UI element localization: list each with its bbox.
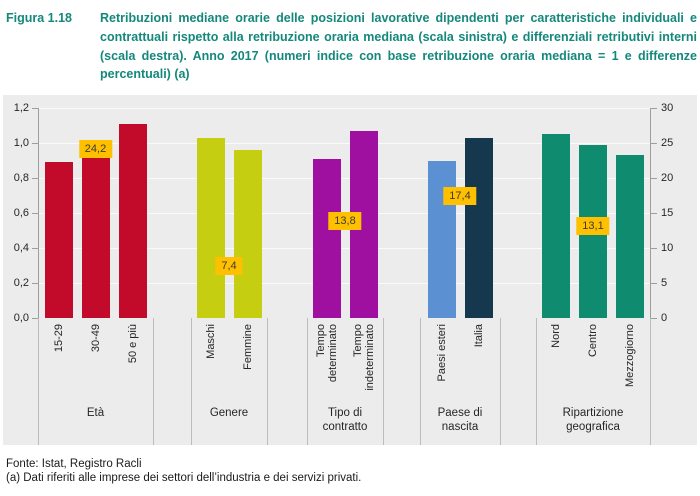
- left-axis-tick: [32, 248, 38, 249]
- right-axis-tick: [651, 248, 657, 249]
- left-axis-tick: [32, 108, 38, 109]
- gridline: [38, 177, 650, 179]
- bar-nord: [542, 134, 570, 318]
- right-axis-tick-label: 10: [661, 242, 674, 254]
- right-axis-line: [650, 108, 651, 445]
- category-label-50-e-pi: 50 e più: [126, 324, 139, 364]
- category-separator: [191, 318, 192, 445]
- gridline: [38, 247, 650, 249]
- right-axis-tick: [651, 178, 657, 179]
- bar-50-e-pi: [118, 123, 147, 318]
- left-axis-tick: [32, 213, 38, 214]
- gridline: [38, 107, 650, 109]
- diff-badge-et: 24,2: [78, 139, 113, 158]
- source-line: Fonte: Istat, Registro Racli: [6, 458, 142, 470]
- group-label-tipo-di-contratto: Tipo di contratto: [322, 407, 368, 433]
- right-axis-tick: [651, 318, 657, 319]
- right-axis-tick: [651, 143, 657, 144]
- gridline: [38, 282, 650, 284]
- left-axis-tick: [32, 283, 38, 284]
- left-axis-tick-label: 1,0: [13, 137, 29, 149]
- category-separator: [650, 318, 651, 445]
- bar-mezzogiorno: [616, 155, 644, 318]
- category-label-30-49: 30-49: [89, 324, 102, 353]
- bar-tempo-determinato: [312, 158, 341, 318]
- left-axis-line: [38, 108, 39, 445]
- bar-chart: 0,0 0,2 0,4 0,6 0,8 1,0 1,2 0 5 10 15 20 25 30 15-29 30…: [3, 95, 697, 445]
- figure-number: Figura 1.18: [6, 11, 72, 25]
- group-label-genere: Genere: [209, 407, 249, 419]
- left-axis-tick: [32, 318, 38, 319]
- left-axis-tick-label: 1,2: [13, 102, 29, 114]
- left-axis-tick-label: 0,4: [13, 242, 29, 254]
- right-axis-tick-label: 5: [661, 277, 668, 289]
- left-axis-tick-label: 0,6: [13, 207, 29, 219]
- right-axis-tick: [651, 283, 657, 284]
- category-label-15-29: 15-29: [52, 324, 65, 353]
- category-separator: [153, 318, 154, 445]
- right-axis-tick: [651, 108, 657, 109]
- left-axis-tick-label: 0,8: [13, 172, 29, 184]
- category-label-nord: Nord: [550, 324, 562, 348]
- group-label-et: Età: [86, 407, 105, 419]
- bar-30-49: [81, 139, 110, 318]
- diff-badge-paese-di-nascita: 17,4: [443, 187, 477, 206]
- left-axis-tick: [32, 143, 38, 144]
- category-label-centro: Centro: [587, 324, 599, 358]
- category-label-femmine: Femmine: [241, 324, 254, 370]
- category-label-mezzogiorno: Mezzogiorno: [624, 324, 636, 387]
- left-axis-tick-label: 0,0: [13, 312, 29, 324]
- diff-badge-ripartizione-geografica: 13,1: [576, 217, 610, 236]
- category-label-tempo-indeterminato: Tempo indeterminato: [351, 324, 376, 391]
- category-label-tempo-determinato: Tempo determinato: [314, 324, 339, 383]
- right-axis-tick-label: 25: [661, 137, 674, 149]
- category-label-italia: Italia: [472, 324, 485, 348]
- right-axis-tick-label: 15: [661, 207, 674, 219]
- group-label-ripartizione-geografica: Ripartizione geografica: [562, 407, 624, 433]
- category-separator: [383, 318, 384, 445]
- diff-badge-genere: 7,4: [215, 257, 243, 276]
- right-axis-tick-label: 20: [661, 172, 674, 184]
- bar-maschi: [196, 137, 225, 318]
- left-axis-tick: [32, 178, 38, 179]
- diff-badge-tipo-di-contratto: 13,8: [328, 212, 362, 231]
- figure-title: Retribuzioni mediane orarie delle posizi…: [100, 11, 697, 82]
- category-separator: [500, 318, 501, 445]
- category-separator: [420, 318, 421, 445]
- category-separator: [536, 318, 537, 445]
- group-label-paese-di-nascita: Paese di nascita: [437, 407, 483, 433]
- right-axis-tick: [651, 213, 657, 214]
- category-label-paesi-esteri: Paesi esteri: [435, 324, 448, 382]
- bar-italia: [464, 137, 493, 318]
- footnote-line: (a) Dati riferiti alle imprese dei setto…: [6, 472, 362, 484]
- category-label-maschi: Maschi: [204, 324, 217, 359]
- category-separator: [267, 318, 268, 445]
- left-axis-tick-label: 0,2: [13, 277, 29, 289]
- bar-femmine: [233, 150, 262, 318]
- category-separator: [38, 318, 39, 445]
- gridline: [38, 142, 650, 144]
- category-separator: [307, 318, 308, 445]
- bar-paesi-esteri: [427, 160, 456, 318]
- right-axis-tick-label: 30: [661, 102, 674, 114]
- right-axis-tick-label: 0: [661, 312, 668, 324]
- bar-15-29: [44, 162, 73, 318]
